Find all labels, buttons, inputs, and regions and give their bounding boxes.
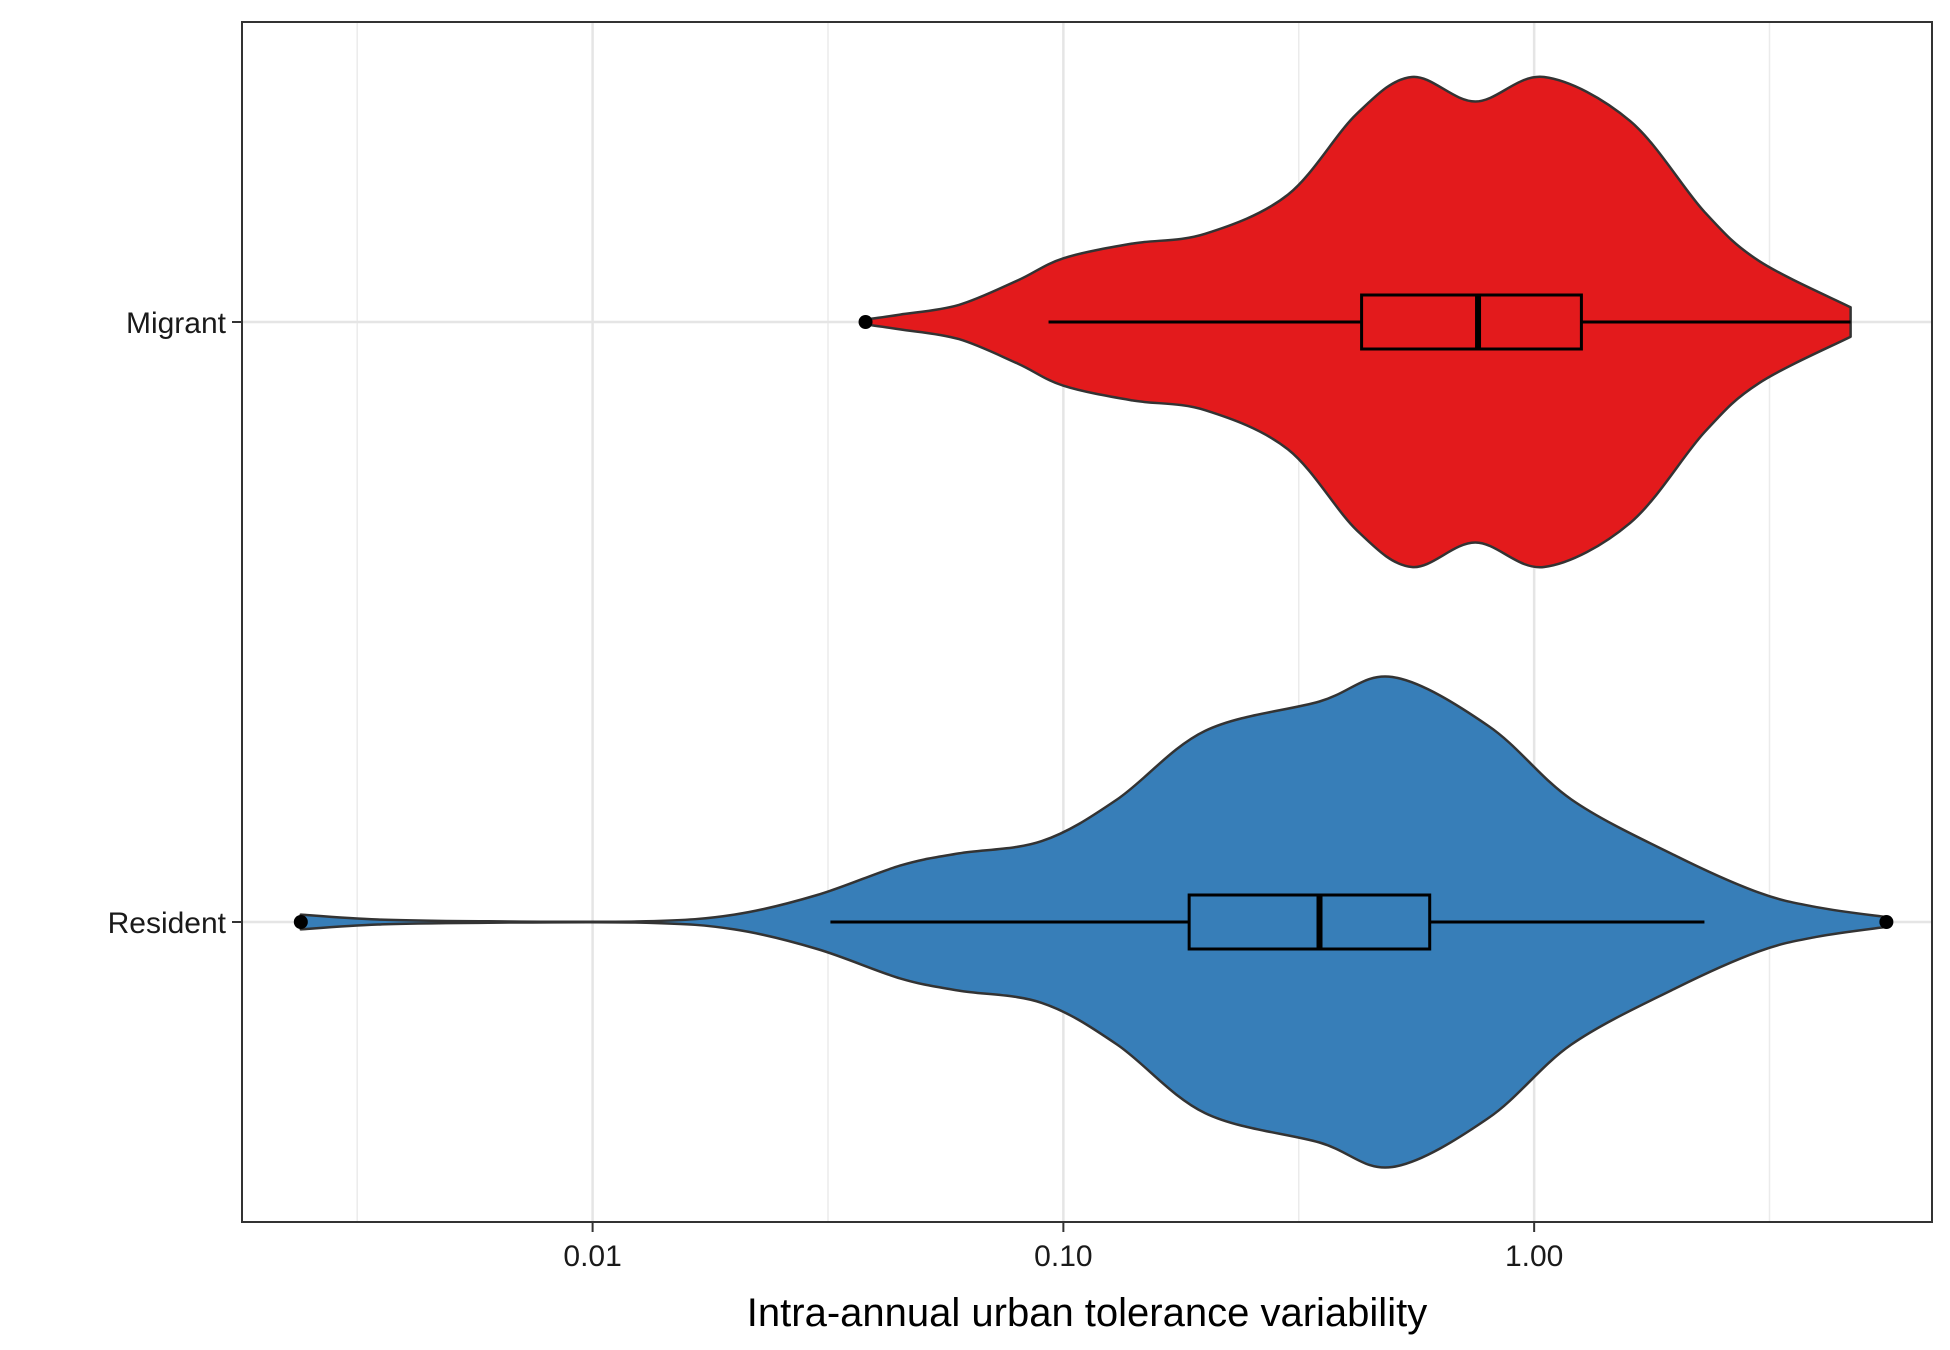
outlier-point-migrant: [858, 315, 873, 329]
violin-group-migrant: [858, 75, 1852, 569]
violin-group-resident: [293, 675, 1894, 1169]
outlier-point-resident: [293, 915, 308, 929]
y-tick-label: Resident: [108, 907, 227, 940]
box-resident: [1187, 893, 1432, 951]
x-axis: 0.01 0.10 1.00: [563, 1222, 1563, 1273]
box-migrant: [1360, 293, 1583, 351]
outlier-point-resident: [1879, 915, 1894, 929]
plot-panel-border: [241, 21, 1933, 1223]
y-tick-label: Migrant: [126, 307, 227, 340]
x-tick-label: 1.00: [1505, 1240, 1563, 1273]
y-axis: Migrant Resident: [108, 307, 242, 940]
x-axis-title: Intra-annual urban tolerance variability: [747, 1291, 1427, 1335]
x-tick-label: 0.01: [563, 1240, 621, 1273]
x-tick-label: 0.10: [1034, 1240, 1092, 1273]
violins: [293, 75, 1894, 1169]
